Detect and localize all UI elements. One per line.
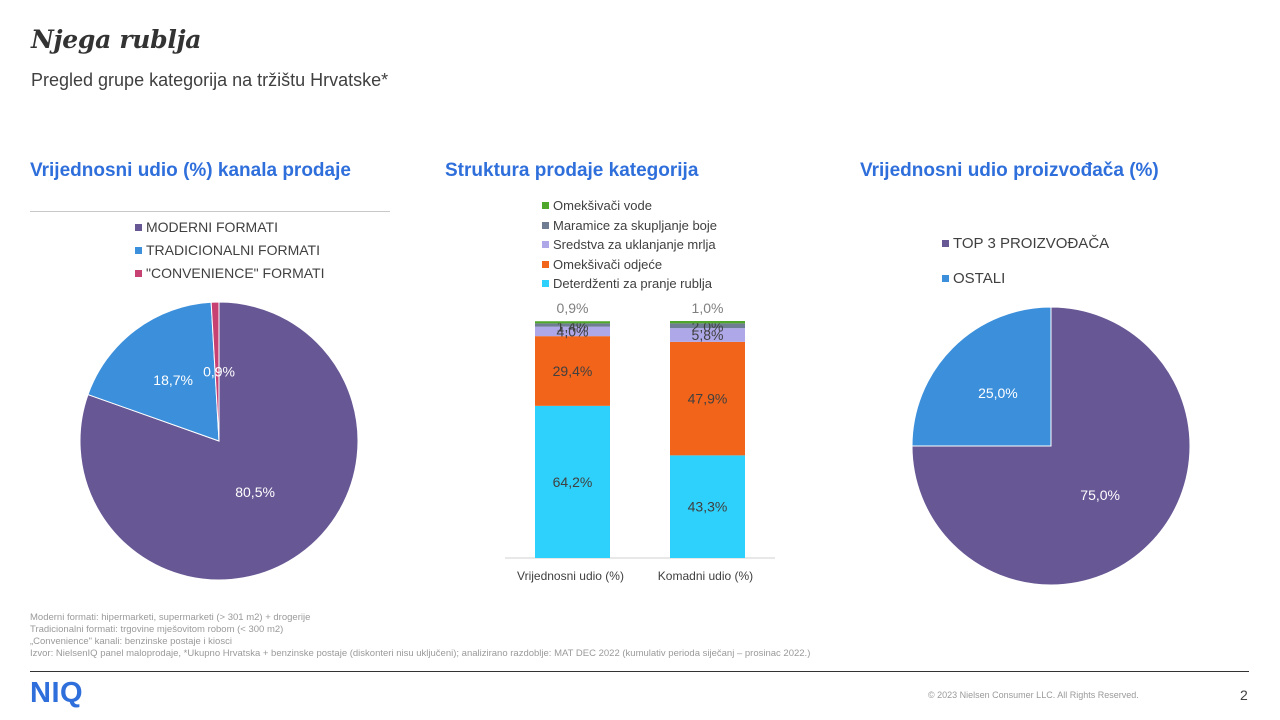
- channel-pie-slice: [87, 301, 220, 442]
- category-bar-segment: [670, 321, 745, 324]
- category-bar-label: 29,4%: [553, 363, 593, 379]
- category-bar-label: 1,4%: [557, 318, 589, 334]
- category-bar-label: 47,9%: [688, 391, 728, 407]
- niq-logo: NIQ: [30, 677, 84, 709]
- page-title: Njega rublja: [31, 25, 202, 54]
- footnote-line: Izvor: NielsenIQ panel maloprodaje, *Uku…: [30, 648, 811, 659]
- category-bar-label: 1,0%: [692, 300, 724, 316]
- category-bar-segment: [670, 455, 745, 558]
- manufacturer-legend-swatch: [942, 275, 949, 282]
- page-subtitle: Pregled grupe kategorija na tržištu Hrva…: [31, 70, 389, 90]
- channel-slice-label: 80,5%: [235, 484, 275, 500]
- manufacturer-legend-item: TOP 3 PROIZVOĐAČA: [942, 226, 1109, 261]
- manufacturer-legend-item: OSTALI: [942, 261, 1109, 296]
- manufacturer-chart-legend: TOP 3 PROIZVOĐAČA OSTALI: [942, 226, 1109, 296]
- footnote-line: „Convenience" kanali: benzinske postaje …: [30, 636, 232, 647]
- channel-legend-item: "CONVENIENCE" FORMATI: [135, 262, 324, 285]
- channel-legend-label: TRADICIONALNI FORMATI: [146, 242, 320, 258]
- category-bar-segment: [670, 328, 745, 342]
- channel-legend-swatch: [135, 247, 142, 254]
- page-number: 2: [1240, 687, 1248, 703]
- manufacturer-chart-title: Vrijednosni udio proizvođača (%): [860, 160, 1159, 181]
- manufacturer-legend-label: TOP 3 PROIZVOĐAČA: [953, 235, 1110, 252]
- category-legend-item: Omekšivači vode: [542, 196, 717, 216]
- manufacturer-pie-slice: [911, 306, 1191, 586]
- category-legend-swatch: [542, 221, 549, 229]
- category-bar-segment: [535, 405, 610, 558]
- manufacturer-slice-label: 75,0%: [1080, 487, 1120, 503]
- category-legend-label: Omekšivači odjeće: [553, 256, 663, 272]
- footnote-line: Moderni formati: hipermarketi, supermark…: [30, 612, 311, 623]
- category-legend-label: Maramice za skupljanje boje: [553, 217, 718, 233]
- manufacturer-slice-label: 25,0%: [978, 385, 1018, 401]
- category-legend-swatch: [542, 202, 549, 210]
- category-bar-segment: [535, 321, 610, 324]
- category-legend-item: Deterdženti za pranje rublja: [542, 274, 717, 294]
- category-chart-legend: Omekšivači vode Maramice za skupljanje bo…: [542, 196, 717, 294]
- category-bar-segment: [535, 323, 610, 327]
- category-bar-label: 4,0%: [557, 323, 589, 339]
- category-legend-swatch: [542, 280, 549, 288]
- category-bar-label: 2,0%: [692, 318, 724, 334]
- channel-slice-label: 18,7%: [153, 372, 193, 388]
- category-legend-swatch: [542, 260, 549, 268]
- channel-chart-legend: MODERNI FORMATI TRADICIONALNI FORMATI "CON…: [135, 216, 324, 285]
- channel-legend-swatch: [135, 224, 142, 231]
- category-legend-label: Omekšivači vode: [553, 198, 652, 213]
- copyright-text: © 2023 Nielsen Consumer LLC. All Rights …: [928, 690, 1139, 700]
- category-bar-label: 0,9%: [557, 300, 589, 316]
- category-bar-segment: [535, 336, 610, 406]
- channel-chart-divider: [30, 211, 390, 212]
- category-chart-title: Struktura prodaje kategorija: [445, 160, 699, 181]
- manufacturer-legend-label: OSTALI: [953, 270, 1006, 287]
- category-legend-swatch: [542, 241, 549, 249]
- channel-legend-item: MODERNI FORMATI: [135, 216, 324, 239]
- channel-slice-label: 0,9%: [203, 364, 235, 380]
- footnote-line: Tradicionalni formati: trgovine mješovit…: [30, 624, 284, 635]
- category-bar-label: 5,8%: [692, 327, 724, 343]
- manufacturer-pie-slice: [911, 306, 1052, 447]
- category-legend-item: Omekšivači odjeće: [542, 255, 717, 275]
- category-legend-label: Deterdženti za pranje rublja: [553, 276, 712, 291]
- category-legend-item: Maramice za skupljanje boje: [542, 216, 717, 236]
- channel-legend-label: MODERNI FORMATI: [146, 219, 278, 235]
- category-x-tick-label: Vrijednosni udio (%): [517, 569, 624, 583]
- category-legend-label: Sredstva za uklanjanje mrlja: [553, 237, 716, 252]
- category-x-tick-label: Komadni udio (%): [658, 569, 753, 583]
- channel-legend-swatch: [135, 270, 142, 277]
- category-bar-segment: [670, 323, 745, 329]
- category-bar-label: 64,2%: [553, 474, 593, 490]
- channel-pie-slice: [210, 301, 220, 442]
- manufacturer-legend-swatch: [942, 240, 949, 247]
- footnotes: Moderni formati: hipermarketi, supermark…: [30, 612, 810, 660]
- channel-legend-item: TRADICIONALNI FORMATI: [135, 239, 324, 262]
- category-bar-segment: [670, 341, 745, 456]
- channel-legend-label: "CONVENIENCE" FORMATI: [146, 265, 325, 281]
- footer-divider: [30, 671, 1249, 672]
- category-bar-label: 43,3%: [688, 499, 728, 515]
- channel-pie-slice: [79, 301, 359, 581]
- channel-chart-title: Vrijednosni udio (%) kanala prodaje: [30, 160, 351, 181]
- category-legend-item: Sredstva za uklanjanje mrlja: [542, 235, 717, 255]
- category-bar-segment: [535, 326, 610, 337]
